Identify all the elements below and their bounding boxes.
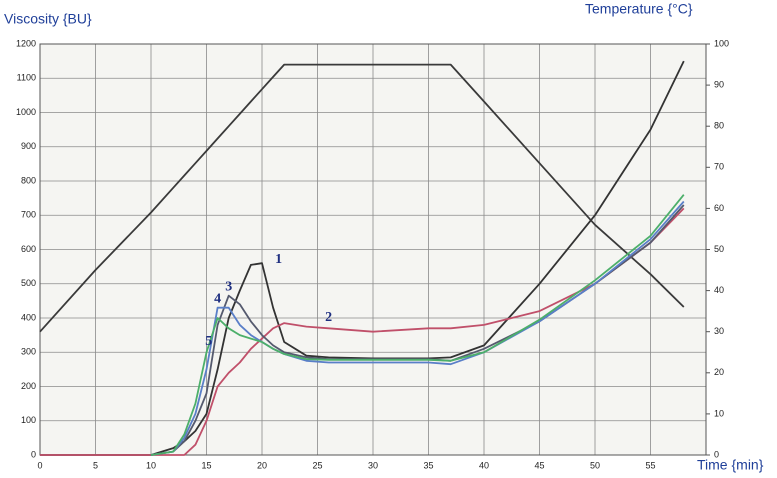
y-tick-label: 700 xyxy=(21,210,36,220)
x-tick-label: 35 xyxy=(423,460,433,470)
y2-tick-label: 100 xyxy=(714,38,729,48)
annotation: 4 xyxy=(214,291,221,306)
y2-tick-label: 0 xyxy=(714,449,719,459)
annotation: 5 xyxy=(205,334,212,349)
x-tick-label: 30 xyxy=(368,460,378,470)
y-tick-label: 100 xyxy=(21,415,36,425)
x-tick-label: 10 xyxy=(146,460,156,470)
y2-tick-label: 60 xyxy=(714,203,724,213)
y2-tick-label: 30 xyxy=(714,326,724,336)
x-tick-label: 5 xyxy=(93,460,98,470)
y-tick-label: 800 xyxy=(21,175,36,185)
x-tick-label: 40 xyxy=(479,460,489,470)
y-axis-title: Viscosity {BU} xyxy=(4,11,92,27)
y2-tick-label: 20 xyxy=(714,367,724,377)
y2-axis-title: Temperature {°C} xyxy=(585,1,693,17)
y-tick-label: 500 xyxy=(21,278,36,288)
y2-tick-label: 50 xyxy=(714,244,724,254)
y2-tick-label: 90 xyxy=(714,79,724,89)
x-tick-label: 15 xyxy=(201,460,211,470)
y-tick-label: 200 xyxy=(21,381,36,391)
y-tick-label: 900 xyxy=(21,141,36,151)
y-tick-label: 300 xyxy=(21,347,36,357)
series-line xyxy=(39,63,685,333)
annotation: 1 xyxy=(275,252,282,267)
y-tick-label: 400 xyxy=(21,312,36,322)
plot-frame xyxy=(39,43,707,456)
annotation: 2 xyxy=(325,310,332,325)
y-tick-label: 0 xyxy=(31,449,36,459)
x-tick-label: 0 xyxy=(37,460,42,470)
x-tick-label: 50 xyxy=(590,460,600,470)
annotation: 3 xyxy=(225,279,232,294)
y-tick-label: 1200 xyxy=(16,38,36,48)
y-tick-label: 1100 xyxy=(17,73,36,83)
x-tick-label: 25 xyxy=(312,460,322,470)
series-line xyxy=(40,207,685,456)
x-tick-label: 20 xyxy=(257,460,267,470)
y2-tick-label: 10 xyxy=(714,408,724,418)
y2-tick-label: 40 xyxy=(714,285,724,295)
y2-tick-label: 80 xyxy=(714,121,724,131)
series-line xyxy=(150,194,685,456)
y-tick-label: 600 xyxy=(21,244,36,254)
x-tick-label: 45 xyxy=(534,460,544,470)
x-tick-label: 55 xyxy=(645,460,655,470)
x-axis-title: Time {min} xyxy=(697,457,764,473)
y2-tick-label: 70 xyxy=(714,162,724,172)
y-tick-label: 1000 xyxy=(16,107,36,117)
